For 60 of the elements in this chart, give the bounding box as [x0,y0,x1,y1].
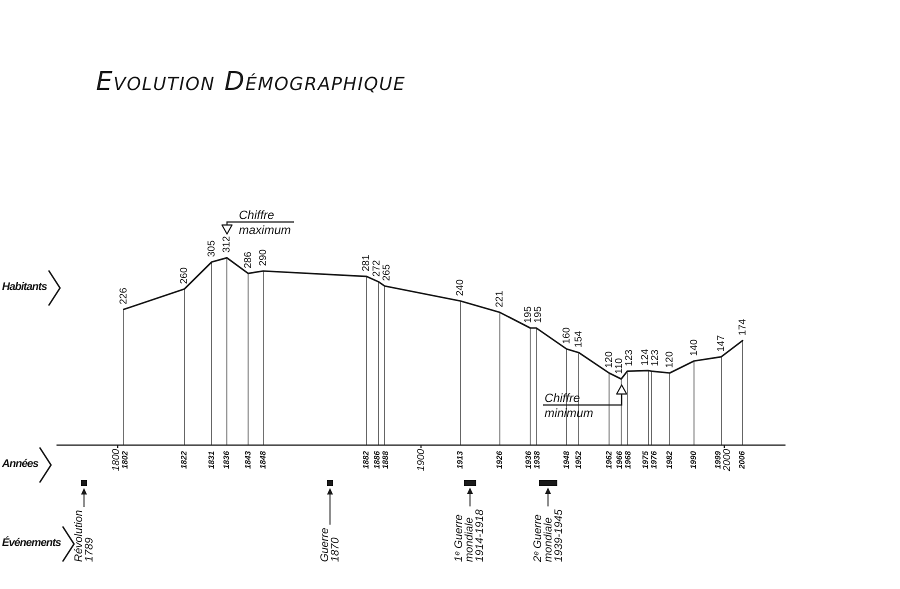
data-label: 147 [716,334,728,352]
x-tick-label: 1975 [640,450,650,469]
data-label: 174 [737,318,748,336]
x-tick-label: 1976 [649,450,658,469]
x-tick-label: 1952 [574,450,583,469]
ref-line-label: Guerre 1870 [318,528,342,562]
text: 2ᵉ Guerre mondiale 1939-1945 [532,508,565,563]
x-tick-label: 1948 [562,450,571,469]
data-label: 123 [650,349,661,366]
data-label: 124 [640,348,651,366]
data-label: 110 [614,358,625,374]
x-tick-label: 1888 [381,450,390,469]
x-tick-label: 1968 [624,450,633,469]
x-tick-label: 1926 [495,450,504,469]
x-axis-title: Années [2,458,38,471]
x-tick-label: 1990 [689,450,698,469]
data-label: 221 [494,290,506,308]
y-axis-title: Habitants [2,281,47,294]
data-label: 154 [573,330,584,348]
x-tick-label: 2000 [722,448,734,472]
chart-title: Evolution Démographique [96,66,406,98]
data-label: 120 [664,350,676,368]
data-label: 120 [604,350,615,368]
text: Événements [2,537,61,550]
data-label: 290 [258,248,270,266]
data-label: 226 [118,287,130,304]
x-tick-label: 1822 [180,450,189,469]
x-tick-label: 1848 [258,450,268,469]
data-label: 272 [371,260,382,277]
data-label: 160 [561,326,572,344]
x-tick-label: 1938 [532,450,542,469]
data-label: 140 [688,338,700,356]
x-tick-label: 1886 [372,450,382,469]
x-tick-label: 1836 [222,450,232,469]
x-tick-label: 1843 [243,450,252,469]
data-label: 123 [624,349,635,366]
ref-line-label: Révolution 1789 [73,510,96,562]
data-label: 312 [222,236,233,253]
x-tick-label: 1802 [120,450,130,469]
x-tick-label: 1913 [456,450,465,469]
text: 1ᵉ Guerre mondiale 1914-1918 [453,508,486,562]
x-tick-label: 1982 [664,450,674,469]
data-label: 265 [381,264,392,281]
x-tick-label: 1882 [362,450,371,469]
x-tick-label: 1831 [206,450,216,469]
x-tick-label: 1936 [524,450,534,469]
x-tick-label: 1999 [713,450,722,469]
data-label: 195 [522,306,534,323]
data-label: 240 [455,278,466,296]
data-label: 260 [179,266,190,284]
data-label: 305 [206,240,218,257]
x-tick-label: 1962 [604,450,614,469]
data-label: 286 [242,251,254,268]
data-label: 195 [532,306,544,323]
x-tick-label: 1900 [416,448,427,472]
data-label: 281 [361,254,372,272]
x-tick-label: 2006 [738,450,747,470]
annotation: Chiffre maximum [238,208,291,238]
x-tick-label: 1966 [615,450,624,469]
x-tick-label: 1800 [110,448,122,472]
